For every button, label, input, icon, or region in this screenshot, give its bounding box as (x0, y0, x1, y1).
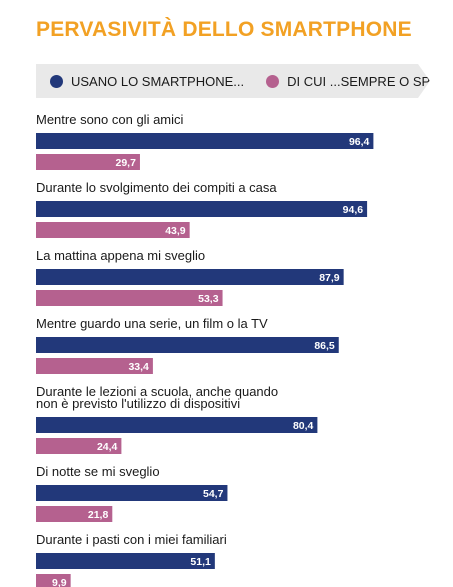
value-label: 53,3 (198, 293, 219, 305)
value-label: 94,6 (343, 204, 364, 216)
category-label: La mattina appena mi sveglio (36, 248, 205, 263)
value-label: 21,8 (88, 509, 109, 521)
bar-sempre (36, 358, 153, 374)
legend-swatch-usano (50, 74, 63, 88)
legend-swatch-sempre (266, 74, 280, 88)
value-label: 24,4 (97, 441, 118, 453)
category-label: Durante i pasti con i miei familiari (36, 532, 227, 547)
value-label: 54,7 (203, 488, 224, 500)
bar-sempre (36, 438, 122, 454)
value-label: 33,4 (128, 361, 149, 373)
bar-sempre (36, 222, 190, 238)
value-label: 9,9 (52, 577, 67, 587)
legend-label-usano: USANO LO SMARTPHONE... (71, 73, 245, 89)
bar-sempre (36, 574, 71, 587)
bar-sempre (36, 154, 140, 170)
category-label: Mentre guardo una serie, un film o la TV (36, 316, 268, 331)
bar-usano (36, 337, 339, 353)
category-label: Mentre sono con gli amici (36, 112, 184, 127)
bar-usano (36, 269, 344, 285)
chart-legend: USANO LO SMARTPHONE... DI CUI ...SEMPRE … (36, 64, 430, 98)
category-label: Durante le lezioni a scuola, anche quand… (36, 384, 278, 399)
value-label: 51,1 (190, 556, 211, 568)
bar-sempre (36, 506, 113, 522)
category-label: non è previsto l'utilizzo di dispositivi (36, 396, 240, 411)
bar-sempre (36, 290, 223, 306)
category-label: Di notte se mi sveglio (36, 464, 160, 479)
chart-title: PERVASIVITÀ DELLO SMARTPHONE (36, 18, 412, 41)
bar-usano (36, 201, 368, 217)
legend-item-usano: USANO LO SMARTPHONE... (50, 74, 244, 89)
bar-usano (36, 417, 318, 433)
value-label: 96,4 (349, 136, 370, 148)
bar-usano (36, 553, 215, 569)
legend-label-sempre: DI CUI ...SEMPRE O SPESSO (287, 73, 453, 89)
value-label: 86,5 (314, 340, 335, 352)
value-label: 87,9 (319, 272, 340, 284)
value-label: 80,4 (293, 420, 314, 432)
bar-usano (36, 485, 228, 501)
bar-usano (36, 133, 374, 149)
value-label: 43,9 (165, 225, 186, 237)
category-label: Durante lo svolgimento dei compiti a cas… (36, 180, 277, 195)
legend-item-sempre: DI CUI ...SEMPRE O SPESSO (266, 73, 453, 89)
value-label: 29,7 (116, 157, 137, 169)
